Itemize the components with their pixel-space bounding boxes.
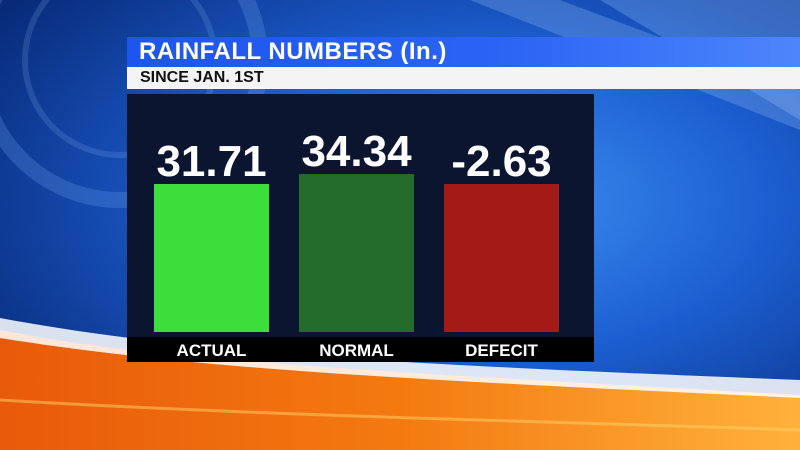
data-label-deficit: -2.63 <box>451 137 551 186</box>
chart-title: RAINFALL NUMBERS (In.) <box>139 38 447 65</box>
bar-chart: 31.71 ACTUAL 34.34 NORMAL -2.63 DEFECIT <box>127 94 594 362</box>
bar-actual <box>154 184 269 332</box>
bar-normal <box>299 174 414 332</box>
bar-deficit <box>444 184 559 332</box>
category-strip <box>127 337 594 362</box>
subtitle-bar: SINCE JAN. 1ST <box>127 67 800 89</box>
category-label-deficit: DEFECIT <box>465 341 538 360</box>
data-label-normal: 34.34 <box>301 127 412 176</box>
title-bar: RAINFALL NUMBERS (In.) <box>127 37 800 67</box>
data-label-actual: 31.71 <box>156 137 266 186</box>
category-label-normal: NORMAL <box>319 341 394 360</box>
category-label-actual: ACTUAL <box>177 341 247 360</box>
chart-subtitle: SINCE JAN. 1ST <box>140 69 264 86</box>
